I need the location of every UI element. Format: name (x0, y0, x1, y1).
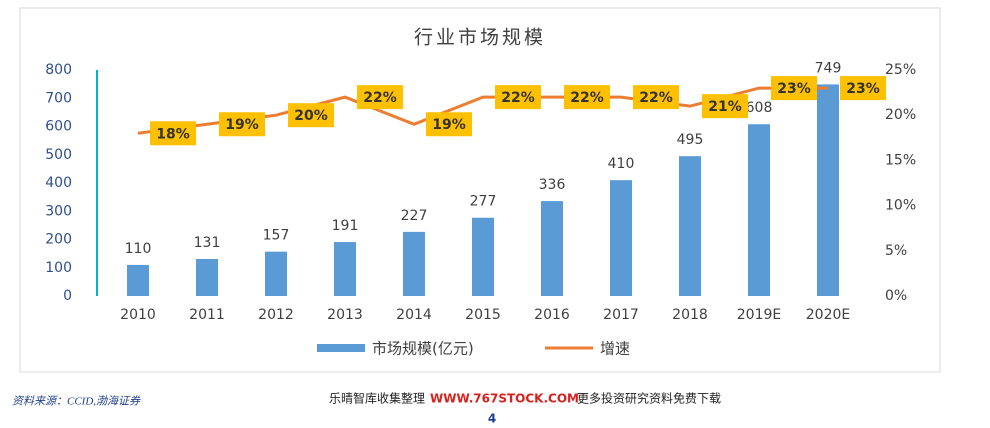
line-label: 19% (432, 117, 466, 133)
x-tick-label: 2013 (327, 307, 363, 323)
y-tick-label: 300 (45, 203, 72, 219)
bar (472, 217, 494, 296)
bar (265, 251, 287, 296)
y2-tick-label: 5% (885, 243, 907, 259)
bar (541, 201, 563, 296)
source: 资料来源：CCID,渤海证券 (12, 395, 141, 408)
y2-tick-label: 25% (885, 62, 916, 78)
label-box (633, 85, 679, 110)
bar-label: 410 (608, 156, 635, 172)
x-tick-label: 2010 (120, 307, 156, 323)
credit: 更多投资研究资料免费下载 (577, 391, 721, 406)
credit: 乐晴智库收集整理 (329, 391, 425, 406)
bar (127, 264, 149, 296)
y-tick-label: 100 (45, 260, 72, 276)
page-number: 4 (488, 412, 496, 426)
credit-site: WWW.767STOCK.COM (430, 392, 579, 406)
x-tick-label: 2014 (396, 307, 432, 323)
bar-label: 749 (815, 60, 842, 76)
line-label: 22% (363, 90, 397, 106)
y-tick-label: 500 (45, 147, 72, 163)
x-tick-label: 2020E (806, 307, 850, 323)
x-tick-label: 2017 (603, 307, 639, 323)
line-label: 19% (225, 117, 259, 133)
bar-label: 336 (539, 177, 566, 193)
legend-label: 增速 (600, 340, 630, 358)
legend-label: 市场规模(亿元) (372, 340, 474, 358)
label-box (702, 94, 748, 119)
label-box (426, 112, 472, 137)
line-label: 23% (777, 81, 811, 97)
y2-tick-label: 0% (885, 288, 907, 304)
y-tick-label: 0 (63, 288, 72, 304)
x-tick-label: 2015 (465, 307, 501, 323)
line-label: 22% (501, 90, 535, 106)
bar-label: 131 (194, 235, 221, 251)
bar (403, 231, 425, 296)
y-tick-label: 600 (45, 119, 72, 135)
bar-label: 277 (470, 194, 497, 210)
line-label: 23% (846, 81, 880, 97)
line-label: 20% (294, 108, 328, 124)
bar (196, 258, 218, 296)
label-box (495, 85, 541, 110)
label-box (771, 76, 817, 101)
legend-swatch (317, 344, 365, 352)
bar (334, 242, 356, 296)
label-box (150, 121, 196, 146)
bar-label: 495 (677, 132, 704, 148)
x-tick-label: 2019E (737, 307, 781, 323)
bar (610, 180, 632, 296)
bar (817, 84, 839, 296)
line-label: 22% (639, 90, 673, 106)
y2-tick-label: 15% (885, 152, 916, 168)
line-label: 18% (156, 126, 190, 142)
label-box (840, 76, 886, 101)
bar-label: 608 (746, 100, 773, 116)
line-label: 22% (570, 90, 604, 106)
bar-label: 110 (125, 241, 152, 257)
line-label: 21% (708, 99, 742, 115)
bar-label: 191 (332, 218, 359, 234)
bar-label: 227 (401, 208, 428, 224)
chart-title: 行业市场规模 (414, 27, 546, 49)
x-tick-label: 2016 (534, 307, 570, 323)
x-tick-label: 2018 (672, 307, 708, 323)
y2-tick-label: 20% (885, 107, 916, 123)
x-tick-label: 2011 (189, 307, 225, 323)
chart-frame (19, 7, 941, 373)
y-tick-label: 200 (45, 232, 72, 248)
label-box (357, 85, 403, 110)
label-box (219, 112, 265, 137)
label-box (288, 103, 334, 128)
y-tick-label: 700 (45, 90, 72, 106)
bar (748, 124, 770, 297)
x-tick-label: 2012 (258, 307, 294, 323)
label-box (564, 85, 610, 110)
bar-label: 157 (263, 228, 290, 244)
y-tick-label: 400 (45, 175, 72, 191)
y-tick-label: 800 (45, 62, 72, 78)
bar (679, 156, 701, 296)
y2-tick-label: 10% (885, 198, 916, 214)
